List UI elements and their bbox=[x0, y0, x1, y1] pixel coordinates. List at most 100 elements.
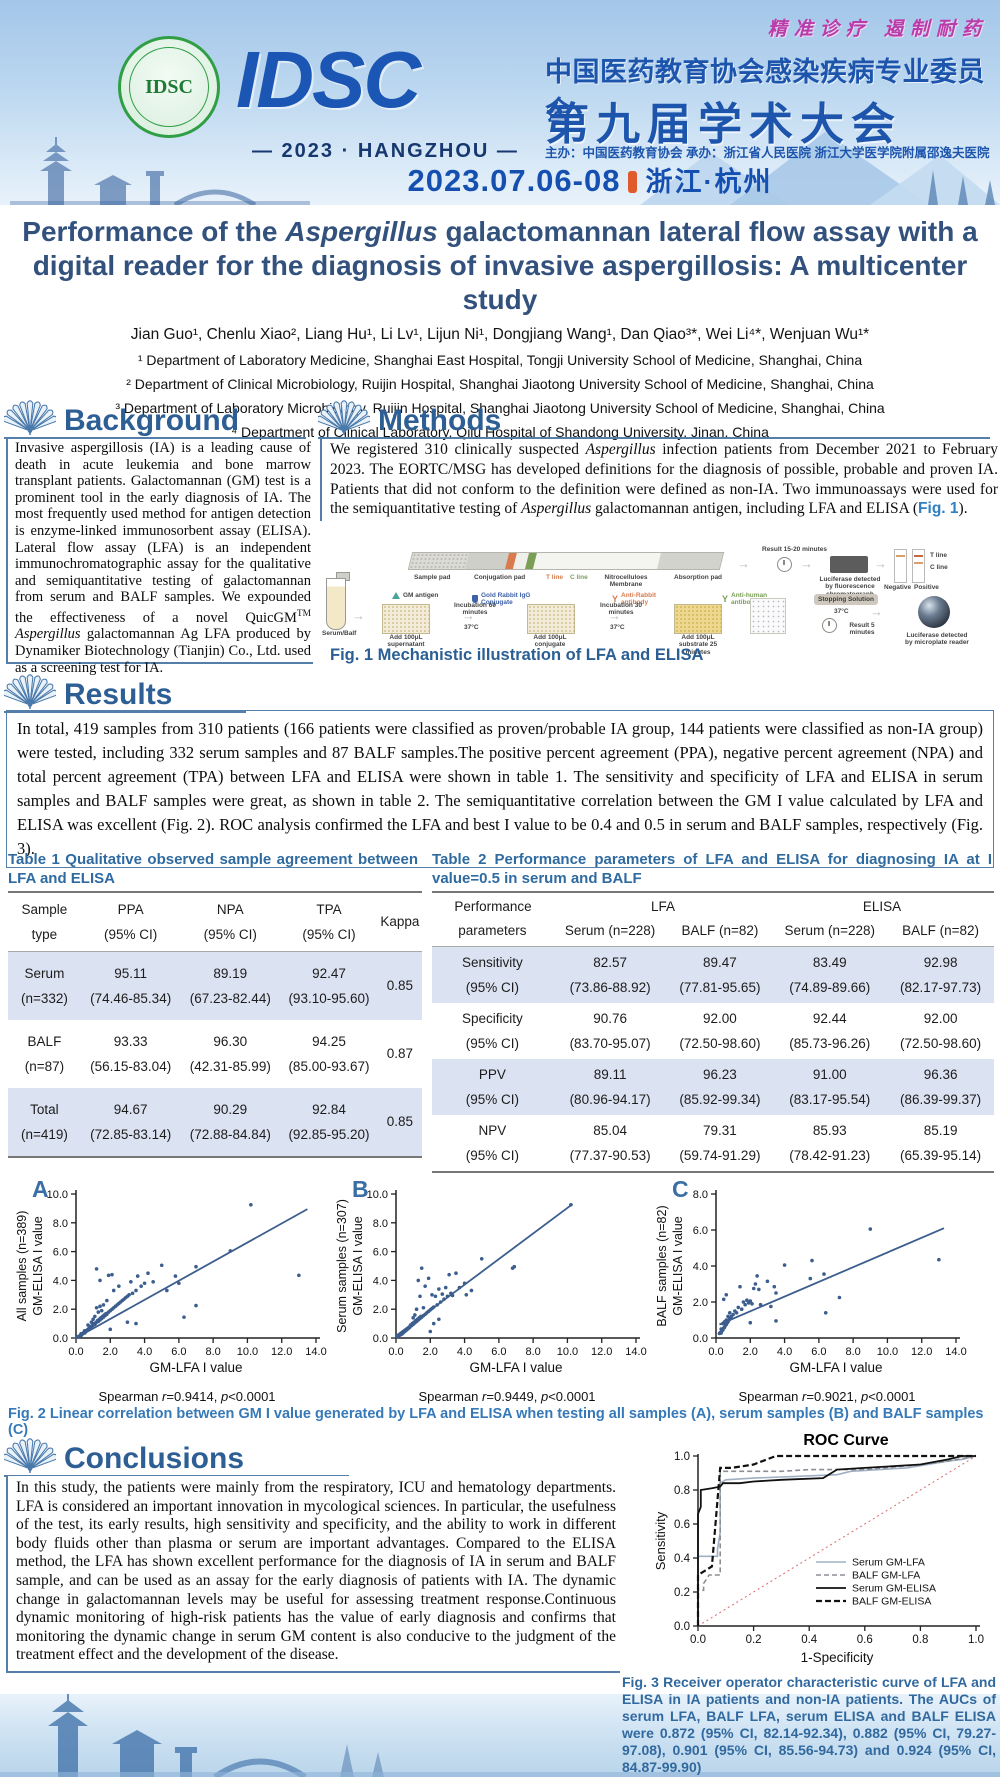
substrate-cube-graphic bbox=[750, 598, 786, 634]
conclusions-header: Conclusions bbox=[4, 1428, 349, 1477]
antibody-icon: Y bbox=[722, 593, 729, 604]
sample-tube-graphic bbox=[326, 578, 346, 630]
table-cell: Specificity (95% CI) bbox=[461, 1011, 523, 1051]
methods-heading: Methods bbox=[378, 404, 502, 437]
strip-label-c-line: C line bbox=[570, 574, 588, 581]
svg-text:10.0: 10.0 bbox=[47, 1189, 68, 1201]
table-cell: 90.29 (72.88-84.84) bbox=[180, 1088, 281, 1157]
svg-text:4.0: 4.0 bbox=[457, 1346, 472, 1358]
gm-antigen-icon bbox=[392, 592, 400, 599]
methods-text: We registered 310 clinically suspected A… bbox=[320, 438, 1000, 522]
clock-icon bbox=[822, 618, 837, 633]
banner-committee: 中国医药教育协会感染疾病专业委员会 bbox=[545, 57, 985, 126]
svg-text:10.0: 10.0 bbox=[237, 1346, 258, 1358]
fig2-panel-c: C 0.0 2.0 4.0 6.0 8.0 10.0 12.0 14.0 0.0 2.0 4.0 6.… bbox=[652, 1176, 970, 1404]
table-cell: Serum (n=332) bbox=[8, 952, 81, 1021]
fig1-diagram: Sample pad Conjugation pad T line C line… bbox=[322, 546, 992, 656]
affiliation-2: ² Department of Clinical Microbiology, R… bbox=[126, 376, 874, 393]
table1-title: Table 1 Qualitative observed sample agre… bbox=[8, 851, 418, 888]
mountains-graphic bbox=[640, 132, 1000, 205]
fig1-incubation2: Incubation 30 minutes bbox=[600, 602, 642, 617]
fan-icon bbox=[318, 400, 370, 435]
svg-text:14.0: 14.0 bbox=[945, 1346, 966, 1358]
table-cell: PPA (95% CI) bbox=[80, 893, 181, 953]
svg-text:GM-ELISA I value: GM-ELISA I value bbox=[351, 1216, 365, 1315]
microplate-graphic bbox=[527, 604, 575, 634]
table-row: BALF (n=87) 93.33 (56.15-83.04) 96.30 (42.31-… bbox=[8, 1020, 422, 1088]
table-cell: TPA (95% CI) bbox=[280, 893, 378, 953]
table2: Performance LFA ELISA parameters Serum (n=22… bbox=[432, 891, 995, 1174]
table-cell: LFA bbox=[650, 899, 675, 914]
svg-text:4.0: 4.0 bbox=[373, 1275, 388, 1287]
spearman-caption-b: Spearman r=0.9449, p<0.0001 bbox=[418, 1389, 596, 1404]
table-row: NPV (95% CI) 85.04 (77.37-90.53) 79.31 (59.74… bbox=[432, 1115, 994, 1171]
table-cell: 79.31 (59.74-91.29) bbox=[679, 1123, 761, 1163]
table-cell: 0.87 bbox=[386, 1046, 414, 1062]
fig1-step3: Add 100μL substrate 25 minutes bbox=[678, 634, 718, 656]
table-cell: Total (n=419) bbox=[8, 1088, 81, 1157]
fig1-reader2: Luciferase detected by microplate reader bbox=[905, 632, 969, 647]
legend-anti-rabbit: Y Anti-Rabbit antibody bbox=[612, 592, 657, 606]
banner-hosts: 主办：中国医药教育协会 承办：浙江省人民医院 浙江大学医学院附属邵逸夫医院 bbox=[545, 146, 990, 160]
fig2-caption: Fig. 2 Linear correlation between GM I v… bbox=[8, 1406, 984, 1438]
svg-text:2.0: 2.0 bbox=[423, 1346, 438, 1358]
svg-text:2.0: 2.0 bbox=[103, 1346, 118, 1358]
table-cell: Sample type bbox=[8, 893, 81, 953]
svg-text:6.0: 6.0 bbox=[693, 1225, 708, 1237]
legend-gold-rabbit: Gold Rabbit IgG Conjugate bbox=[472, 592, 545, 606]
affiliation-3: ³ Department of Laboratory Microbiology,… bbox=[115, 400, 885, 417]
table-row: Sensitivity (95% CI) 82.57 (73.86-88.92) 89.… bbox=[432, 947, 995, 1004]
spearman-caption-a: Spearman r=0.9414, p<0.0001 bbox=[98, 1389, 276, 1404]
date-separator-icon bbox=[628, 171, 638, 193]
svg-text:All samples (n=389): All samples (n=389) bbox=[15, 1211, 29, 1322]
fig1-stopping-solution: Stopping Solution bbox=[814, 594, 878, 605]
idsc-logo: IDSC bbox=[118, 36, 220, 138]
affiliation-1: ¹ Department of Laboratory Medicine, Sha… bbox=[137, 352, 863, 369]
arrow-icon: → bbox=[352, 608, 365, 623]
svg-text:4.0: 4.0 bbox=[53, 1275, 68, 1287]
footer-pagoda-graphic bbox=[0, 1694, 1000, 1777]
strip-label-t-line: T line bbox=[546, 574, 563, 581]
svg-text:Serum GM-ELISA: Serum GM-ELISA bbox=[852, 1583, 936, 1595]
svg-text:6.0: 6.0 bbox=[373, 1247, 388, 1259]
banner-conference-name: 第九届学术大会 bbox=[545, 100, 902, 149]
svg-text:10.0: 10.0 bbox=[877, 1346, 898, 1358]
table-cell: 96.23 (85.92-99.34) bbox=[667, 1059, 773, 1116]
fig2-panel-b: B 0.0 2.0 4.0 6.0 8.0 10.0 12.0 14.0 0.0 2.0 4.0 6.… bbox=[332, 1176, 650, 1404]
table-cell: 92.00 (72.50-98.60) bbox=[900, 1011, 982, 1051]
spearman-caption-c: Spearman r=0.9021, p<0.0001 bbox=[738, 1389, 916, 1404]
fig1-temp1: 37°C bbox=[464, 624, 479, 631]
roc-chart: 0.0 0.2 0.4 0.6 0.8 1.0 0.0 0.2 0.4 0.6 0.8 1.0 Seru… bbox=[653, 1451, 984, 1665]
title-block: Performance of the Aspergillus galactoma… bbox=[0, 205, 1000, 440]
fig1-incubation1: Incubation 60 minutes bbox=[454, 602, 496, 617]
svg-text:8.0: 8.0 bbox=[693, 1189, 708, 1201]
fig1-result2: Result 5 minutes bbox=[849, 622, 875, 637]
svg-text:12.0: 12.0 bbox=[271, 1346, 292, 1358]
table-cell: 91.00 (83.17-95.54) bbox=[772, 1059, 888, 1116]
svg-text:BALF GM-ELISA: BALF GM-ELISA bbox=[852, 1596, 931, 1608]
strip-label-absorption-pad: Absorption pad bbox=[674, 574, 723, 581]
table-cell: 92.98 (82.17-97.73) bbox=[887, 947, 995, 1004]
table2-title: Table 2 Performance parameters of LFA an… bbox=[432, 851, 992, 888]
fig1-temp2: 37°C bbox=[610, 624, 625, 631]
svg-text:0.0: 0.0 bbox=[708, 1346, 723, 1358]
svg-text:0.2: 0.2 bbox=[746, 1634, 762, 1646]
table-cell: Serum (n=228) bbox=[552, 921, 668, 948]
affiliation-4: ⁴ Department of Clinical Laboratory, Qil… bbox=[231, 424, 769, 441]
svg-text:0.8: 0.8 bbox=[912, 1634, 928, 1646]
methods-header: Methods bbox=[318, 390, 990, 439]
svg-text:GM-LFA I value: GM-LFA I value bbox=[789, 1360, 882, 1375]
svg-text:10.0: 10.0 bbox=[557, 1346, 578, 1358]
table-cell: 96.36 (86.39-99.37) bbox=[887, 1059, 995, 1116]
panel-b-label: B bbox=[352, 1176, 369, 1202]
table-cell: 90.76 (83.70-95.07) bbox=[569, 1011, 651, 1051]
table-cell: 82.57 (73.86-88.92) bbox=[552, 947, 668, 1004]
fig3-roc-figure: ROC Curve 0.0 0.2 0.4 0.6 0.8 1.0 0.0 0.2 0.4 0.6… bbox=[652, 1432, 998, 1672]
svg-text:14.0: 14.0 bbox=[305, 1346, 326, 1358]
svg-text:12.0: 12.0 bbox=[591, 1346, 612, 1358]
scatter-plot-a: 0.0 2.0 4.0 6.0 8.0 10.0 12.0 14.0 0.0 2.0 4.0 6.0 8… bbox=[15, 1189, 327, 1375]
svg-text:0.6: 0.6 bbox=[674, 1519, 690, 1531]
svg-text:0.6: 0.6 bbox=[857, 1634, 873, 1646]
fig1-temp3: 37°C bbox=[834, 608, 849, 615]
fig1-tube-label: Serum/Balf bbox=[322, 630, 357, 637]
